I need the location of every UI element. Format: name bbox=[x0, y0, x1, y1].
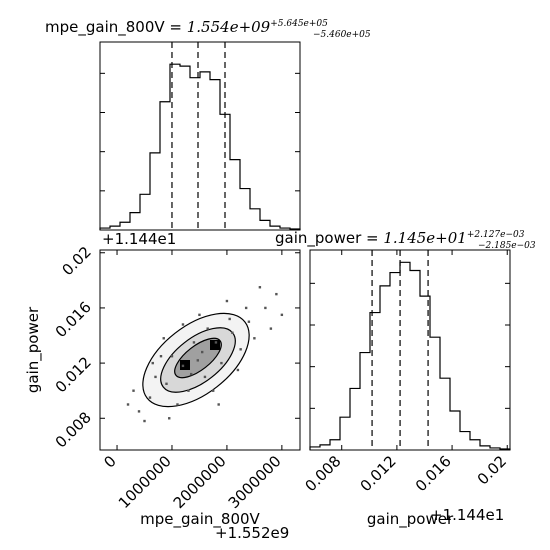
x-tick-label: 0.008 bbox=[301, 452, 344, 495]
panel-frame bbox=[99, 41, 301, 231]
title-minus: −5.460e+05 bbox=[313, 30, 371, 40]
scatter-point bbox=[137, 410, 141, 413]
y-tick-label: 0.016 bbox=[52, 298, 95, 341]
scatter-point bbox=[253, 337, 256, 340]
contours bbox=[142, 312, 250, 408]
scatter-point bbox=[181, 364, 185, 368]
density-peak bbox=[210, 340, 220, 350]
y-offset: +1.144e1 bbox=[102, 230, 176, 248]
title-name: gain_power = bbox=[275, 229, 383, 248]
density-peak bbox=[180, 360, 190, 370]
scatter-point bbox=[143, 419, 146, 423]
scatter-point bbox=[258, 286, 262, 289]
scatter-point bbox=[132, 389, 135, 392]
scatter-point bbox=[231, 331, 234, 334]
scatter-point bbox=[217, 403, 220, 406]
scatter-point bbox=[239, 348, 242, 351]
scatter-point bbox=[206, 327, 209, 330]
title-name: mpe_gain_800V = bbox=[45, 18, 187, 37]
panel-frame bbox=[99, 249, 301, 451]
histogram-step bbox=[309, 261, 511, 450]
x-offset: +1.552e9 bbox=[215, 524, 289, 542]
scatter-point bbox=[162, 337, 165, 340]
scatter-point bbox=[220, 361, 223, 365]
x-tick-label: 2000000 bbox=[170, 452, 230, 512]
scatter-point bbox=[165, 382, 168, 385]
scatter-point bbox=[168, 417, 171, 420]
x-axis-label: gain_power bbox=[367, 510, 454, 529]
x-offset: +1.144e1 bbox=[430, 506, 504, 524]
scatter-point bbox=[154, 375, 157, 379]
scatter-point bbox=[280, 313, 284, 317]
x-tick-label: 0.02 bbox=[474, 452, 510, 488]
title-minus: −2.185e−03 bbox=[478, 241, 536, 251]
title-value: 1.145e+01 bbox=[383, 229, 466, 247]
scatter-point bbox=[196, 359, 200, 362]
y-axis-label: gain_power bbox=[24, 306, 43, 393]
scatter-point bbox=[198, 313, 201, 317]
scatter-point bbox=[211, 389, 215, 392]
scatter-point bbox=[264, 306, 267, 310]
title-plus: +2.127e−03 bbox=[467, 230, 525, 240]
scatter-point bbox=[247, 320, 251, 323]
scatter-point bbox=[200, 350, 204, 354]
panel-title: gain_power = 1.145e+01+2.127e−03 −2.185e−… bbox=[275, 229, 536, 251]
scatter-point bbox=[176, 403, 179, 406]
scatter-point bbox=[214, 341, 218, 344]
scatter-point bbox=[192, 341, 196, 344]
x-tick-label: 1000000 bbox=[115, 452, 175, 512]
scatter-point bbox=[187, 389, 190, 392]
scatter-point bbox=[126, 403, 130, 406]
scatter-point bbox=[269, 327, 273, 330]
scatter-point bbox=[225, 299, 229, 303]
y-tick-label: 0.012 bbox=[52, 353, 95, 396]
histogram-step bbox=[99, 63, 301, 230]
scatter-point bbox=[181, 323, 185, 326]
scatter-point bbox=[244, 306, 248, 310]
y-tick-label: 0.02 bbox=[58, 243, 94, 279]
x-tick-label: 0.016 bbox=[412, 452, 455, 495]
scatter-point bbox=[275, 292, 278, 296]
scatter-point bbox=[228, 317, 231, 321]
scatter-point bbox=[203, 375, 207, 379]
scatter-point bbox=[151, 361, 154, 365]
scatter-point bbox=[236, 368, 240, 372]
scatter-point bbox=[148, 396, 152, 399]
x-tick-label: 0.012 bbox=[357, 452, 400, 495]
x-tick-label: 3000000 bbox=[225, 452, 285, 512]
title-plus: +5.645e+05 bbox=[270, 19, 328, 29]
scatter-point bbox=[190, 372, 193, 376]
scatter-point bbox=[170, 355, 174, 358]
title-value: 1.554e+09 bbox=[187, 18, 271, 36]
panel-frame bbox=[309, 249, 511, 451]
scatter-point bbox=[159, 355, 163, 358]
x-tick-label: 0 bbox=[100, 452, 119, 471]
panel-title: mpe_gain_800V = 1.554e+09+5.645e+05 −5.46… bbox=[45, 18, 371, 40]
x-axis-label: mpe_gain_800V bbox=[140, 510, 260, 529]
y-tick-label: 0.008 bbox=[52, 408, 95, 451]
